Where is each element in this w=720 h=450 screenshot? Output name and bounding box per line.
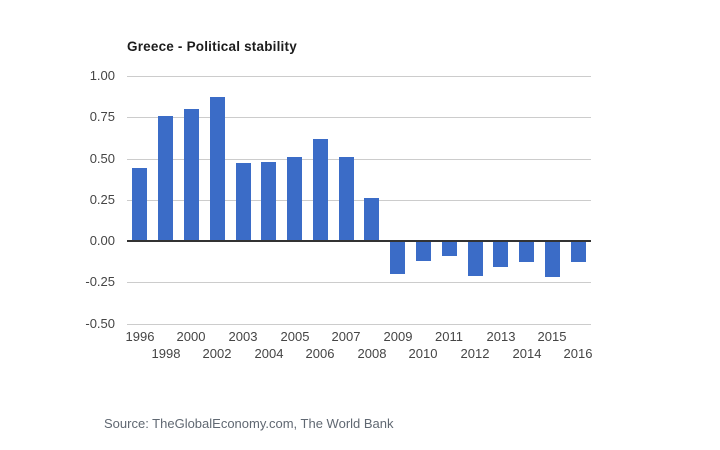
- bar-2002[interactable]: [210, 97, 225, 241]
- x-axis-tick-label: 2014: [512, 346, 542, 361]
- gridline: [127, 324, 591, 325]
- y-axis-tick-label: 0.25: [89, 192, 115, 207]
- chart-title: Greece - Political stability: [127, 39, 297, 54]
- x-axis-tick-label: 2016: [563, 346, 593, 361]
- y-axis-tick-label: 0.50: [89, 151, 115, 166]
- x-axis-tick-label: 2011: [435, 329, 463, 344]
- bar-2004[interactable]: [261, 162, 276, 241]
- bar-2013[interactable]: [493, 241, 508, 267]
- y-axis-tick-label: -0.25: [85, 274, 115, 289]
- bar-2012[interactable]: [468, 241, 483, 276]
- x-axis-tick-label: 1996: [125, 329, 155, 344]
- bar-1998[interactable]: [158, 116, 173, 241]
- gridline: [127, 76, 591, 77]
- bar-2014[interactable]: [519, 241, 534, 262]
- y-axis-tick-label: -0.50: [85, 316, 115, 331]
- x-axis-tick-label: 2012: [460, 346, 490, 361]
- bar-2009[interactable]: [390, 241, 405, 274]
- bar-2008[interactable]: [364, 198, 379, 241]
- bar-1996[interactable]: [132, 168, 147, 241]
- bar-2005[interactable]: [287, 157, 302, 241]
- x-axis-tick-label: 2002: [202, 346, 232, 361]
- x-axis-tick-label: 2006: [305, 346, 335, 361]
- x-axis-tick-label: 2004: [254, 346, 284, 361]
- bar-2007[interactable]: [339, 157, 354, 241]
- x-axis-tick-label: 2015: [537, 329, 567, 344]
- zero-baseline: [127, 240, 591, 242]
- x-axis-tick-label: 2005: [280, 329, 310, 344]
- bar-2006[interactable]: [313, 139, 328, 241]
- bar-2015[interactable]: [545, 241, 560, 277]
- gridline: [127, 282, 591, 283]
- x-axis-tick-label: 2000: [176, 329, 206, 344]
- x-axis-tick-label: 2008: [357, 346, 387, 361]
- x-axis-tick-label: 2010: [408, 346, 438, 361]
- bar-2010[interactable]: [416, 241, 431, 261]
- x-axis-tick-label: 2009: [383, 329, 413, 344]
- gridline: [127, 159, 591, 160]
- x-axis-tick-label: 2013: [486, 329, 516, 344]
- gridline: [127, 200, 591, 201]
- gridline: [127, 117, 591, 118]
- bar-2003[interactable]: [236, 163, 251, 241]
- x-axis-tick-label: 2003: [228, 329, 258, 344]
- bar-2000[interactable]: [184, 109, 199, 241]
- x-axis-tick-label: 2007: [331, 329, 361, 344]
- y-axis-tick-label: 0.00: [89, 233, 115, 248]
- y-axis-tick-label: 1.00: [89, 68, 115, 83]
- bar-2016[interactable]: [571, 241, 586, 262]
- source-attribution: Source: TheGlobalEconomy.com, The World …: [104, 416, 394, 431]
- y-axis-tick-label: 0.75: [89, 109, 115, 124]
- bar-2011[interactable]: [442, 241, 457, 256]
- x-axis-tick-label: 1998: [151, 346, 181, 361]
